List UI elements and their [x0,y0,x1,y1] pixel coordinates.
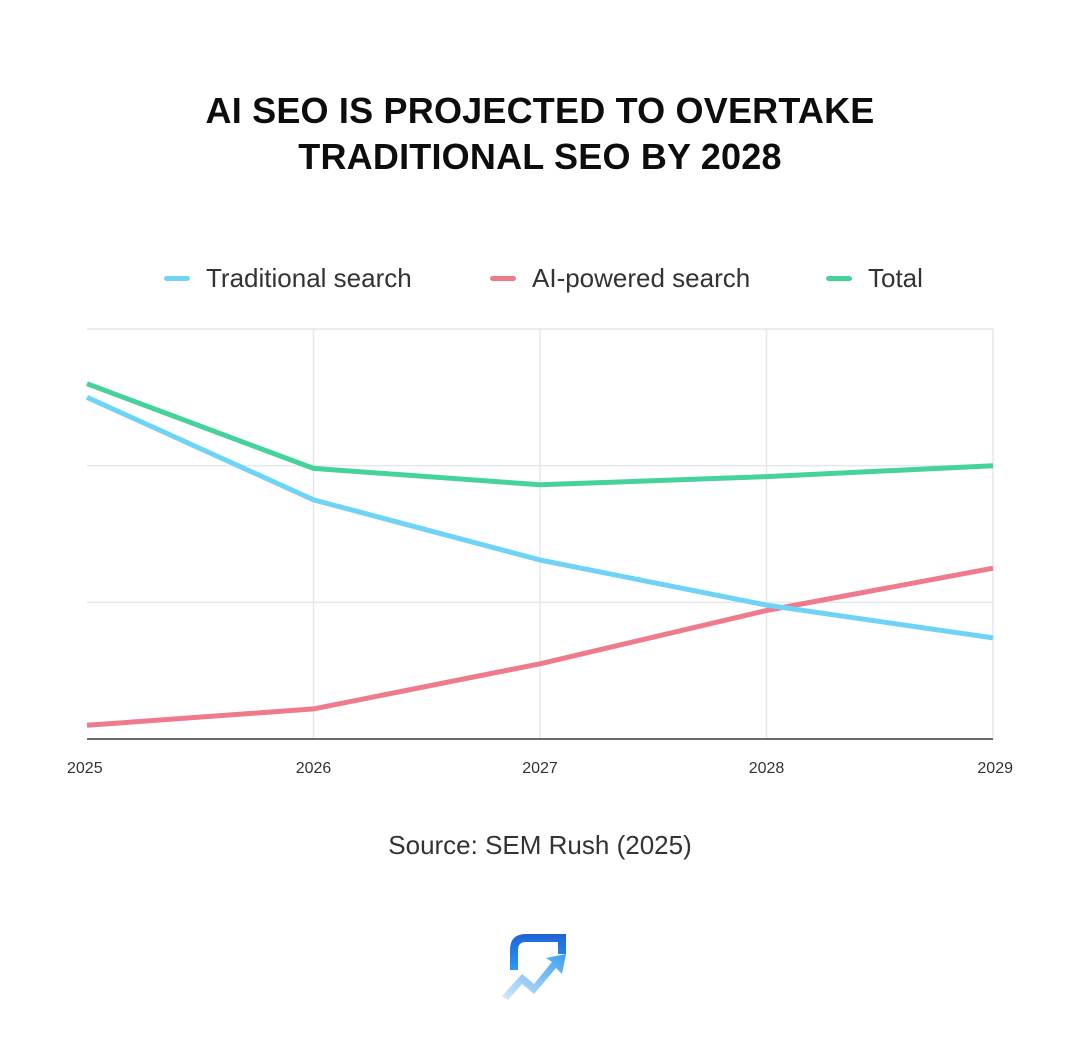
legend-swatch-total [826,275,852,281]
x-tick-label-2025: 2025 [67,760,103,777]
series-line-ai-powered-search [86,565,994,728]
legend-swatch-traditional-search [164,275,190,281]
legend-label-total: Total [868,262,923,293]
growth-arrow-logo-icon [502,934,566,1000]
source-citation: Source: SEM Rush (2025) [388,830,692,860]
legend-item-ai-powered-search: AI-powered search [490,258,750,298]
legend-item-traditional-search: Traditional search [164,258,412,298]
legend-item-total: Total [826,258,923,298]
legend-label-ai-powered-search: AI-powered search [532,262,751,293]
series-line-total [86,381,994,488]
chart-title-line-1: AI SEO IS PROJECTED TO OVERTAKE [205,90,875,131]
legend-swatch-ai-powered-search [490,275,516,281]
chart-title: AI SEO IS PROJECTED TO OVERTAKE TRADITIO… [0,88,1080,180]
series-line-traditional-search [85,395,994,641]
chart-legend: Traditional search AI-powered search Tot… [0,258,1080,298]
x-tick-label-2026: 2026 [296,760,332,777]
x-tick-label-2029: 2029 [977,760,1013,777]
x-tick-label-2027: 2027 [522,760,558,777]
legend-label-traditional-search: Traditional search [206,262,412,293]
chart-title-line-2: TRADITIONAL SEO BY 2028 [298,136,782,177]
x-tick-label-2028: 2028 [749,760,785,777]
